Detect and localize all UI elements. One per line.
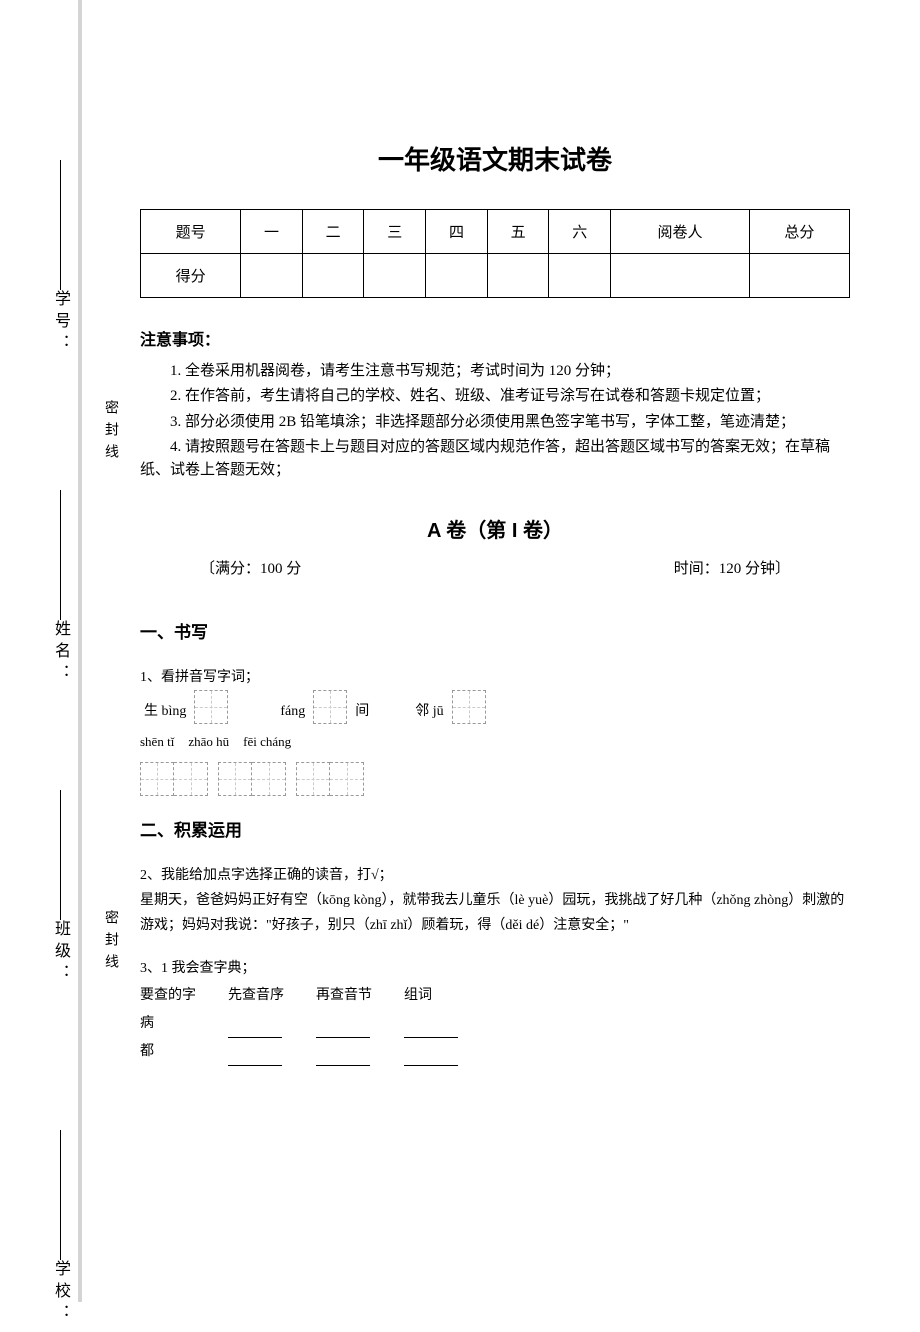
notice-item: 3. 部分必须使用 2B 铅笔填涂；非选择题部分必须使用黑色签字笔书写，字体工整… — [140, 411, 850, 434]
th: 六 — [549, 210, 611, 254]
th: 阅卷人 — [611, 210, 750, 254]
char-box — [194, 690, 228, 724]
score-cell — [302, 254, 364, 298]
score-cell — [611, 254, 750, 298]
score-cell — [487, 254, 549, 298]
dict-row: 病 — [140, 1010, 850, 1038]
blank — [316, 1050, 370, 1066]
dict-blank-cell — [316, 1010, 386, 1038]
seal-label-2: 密封线 — [100, 910, 120, 976]
full-score: 〔满分：100 分 — [200, 557, 301, 578]
score-cell — [364, 254, 426, 298]
notice-item: 4. 请按照题号在答题卡上与题目对应的答题区域内规范作答，超出答题区域书写的答案… — [140, 436, 850, 483]
th: 五 — [487, 210, 549, 254]
dict-row: 都 — [140, 1038, 850, 1066]
q2-text: 星期天，爸爸妈妈正好有空（kōng kòng），就带我去儿童乐（lè yuè）园… — [140, 888, 850, 938]
margin-line — [60, 490, 61, 620]
dict-header: 要查的字 — [140, 982, 210, 1010]
score-cell — [241, 254, 303, 298]
char-box — [330, 762, 364, 796]
margin-line — [60, 160, 61, 290]
pinyin-row-1: 生 bìng fáng 间 邻 jū — [140, 690, 850, 724]
q2-label: 2、我能给加点字选择正确的读音，打√； — [140, 863, 850, 888]
row-label: 得分 — [141, 254, 241, 298]
dict-header: 先查音序 — [228, 982, 298, 1010]
blank — [228, 1022, 282, 1038]
page-title: 一年级语文期末试卷 — [140, 140, 850, 177]
margin-label-class: 班级： — [48, 920, 72, 986]
margin-label-xuehao: 学号： — [48, 290, 72, 356]
margin-label-name: 姓名： — [48, 620, 72, 686]
margin-column: 学号： 密封线 姓名： 班级： 密封线 学校： — [30, 0, 90, 1302]
pinyin-label: shēn tǐ — [140, 730, 174, 753]
section-2-heading: 二、积累运用 — [140, 816, 850, 841]
blank — [404, 1050, 458, 1066]
paper-a-title: A 卷（第 I 卷） — [140, 514, 850, 543]
pinyin-label: zhāo hū — [188, 730, 229, 753]
dict-blank-cell — [404, 1038, 464, 1066]
score-cell — [426, 254, 488, 298]
score-table-score-row: 得分 — [141, 254, 850, 298]
q1-label: 1、看拼音写字词； — [140, 665, 850, 690]
char-box-pair — [296, 762, 364, 796]
th: 一 — [241, 210, 303, 254]
th: 二 — [302, 210, 364, 254]
margin-field-xuehao: 学号： — [30, 160, 90, 362]
pinyin-text: 间 — [355, 699, 369, 724]
dict-header-row: 要查的字 先查音序 再查音节 组词 — [140, 982, 850, 1010]
dict-table: 要查的字 先查音序 再查音节 组词 病 都 — [140, 982, 850, 1066]
margin-field-class: 班级： — [30, 790, 90, 992]
char-box — [252, 762, 286, 796]
pinyin-text: fáng — [280, 699, 305, 724]
dict-char: 都 — [140, 1038, 210, 1066]
th: 三 — [364, 210, 426, 254]
pinyin-text: 邻 jū — [415, 699, 443, 724]
blank — [316, 1022, 370, 1038]
pinyin-text: 生 bìng — [144, 699, 186, 724]
blank — [404, 1022, 458, 1038]
score-cell — [749, 254, 849, 298]
score-cell — [549, 254, 611, 298]
char-box — [140, 762, 174, 796]
pinyin-row-2 — [140, 762, 850, 796]
time-limit: 时间：120 分钟〕 — [674, 557, 790, 578]
q3-label: 3、1 我会查字典； — [140, 956, 850, 981]
notice-item: 1. 全卷采用机器阅卷，请考生注意书写规范；考试时间为 120 分钟； — [140, 360, 850, 383]
question-2: 2、我能给加点字选择正确的读音，打√； 星期天，爸爸妈妈正好有空（kōng kò… — [140, 863, 850, 939]
margin-line — [60, 1130, 61, 1260]
margin-label-school: 学校： — [48, 1260, 72, 1326]
dict-blank-cell — [404, 1010, 464, 1038]
th: 题号 — [141, 210, 241, 254]
notice-item: 2. 在作答前，考生请将自己的学校、姓名、班级、准考证号涂写在试卷和答题卡规定位… — [140, 385, 850, 408]
char-box — [452, 690, 486, 724]
pinyin-labels-row: shēn tǐ zhāo hū fēi cháng — [140, 730, 850, 755]
char-box-pair — [140, 762, 208, 796]
dict-blank-cell — [228, 1038, 298, 1066]
pinyin-label: fēi cháng — [243, 730, 291, 753]
char-box — [218, 762, 252, 796]
notice-title: 注意事项： — [140, 326, 850, 350]
question-1: 1、看拼音写字词； 生 bìng fáng 间 邻 jū shēn tǐ zhā… — [140, 665, 850, 796]
char-box — [174, 762, 208, 796]
dict-char: 病 — [140, 1010, 210, 1038]
content-area: 一年级语文期末试卷 题号 一 二 三 四 五 六 阅卷人 总分 得分 注意事项：… — [140, 140, 850, 1084]
char-box — [296, 762, 330, 796]
margin-line — [60, 790, 61, 920]
blank — [228, 1050, 282, 1066]
char-box — [313, 690, 347, 724]
paper-a-subtitle: 〔满分：100 分 时间：120 分钟〕 — [140, 557, 850, 578]
section-1-heading: 一、书写 — [140, 618, 850, 643]
dict-blank-cell — [228, 1010, 298, 1038]
margin-field-name: 姓名： — [30, 490, 90, 692]
score-table: 题号 一 二 三 四 五 六 阅卷人 总分 得分 — [140, 209, 850, 298]
question-3: 3、1 我会查字典； 要查的字 先查音序 再查音节 组词 病 都 — [140, 956, 850, 1065]
dict-header: 组词 — [404, 982, 454, 1010]
th: 四 — [426, 210, 488, 254]
th: 总分 — [749, 210, 849, 254]
seal-label-1: 密封线 — [100, 400, 120, 466]
dict-blank-cell — [316, 1038, 386, 1066]
score-table-header-row: 题号 一 二 三 四 五 六 阅卷人 总分 — [141, 210, 850, 254]
dict-header: 再查音节 — [316, 982, 386, 1010]
char-box-pair — [218, 762, 286, 796]
